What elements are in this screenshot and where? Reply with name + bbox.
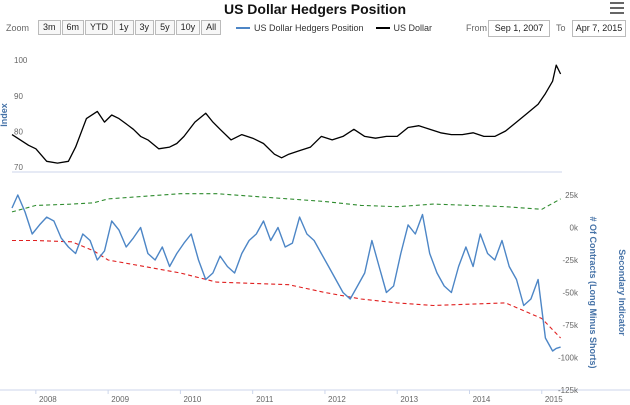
to-label: To bbox=[556, 23, 566, 33]
upper-y-tick-100: 100 bbox=[14, 56, 28, 65]
x-tick-2012: 2012 bbox=[328, 395, 346, 404]
lower-y-tick--25: -25k bbox=[562, 256, 579, 265]
upper-y-axis-title: Index bbox=[0, 103, 9, 127]
lower-y-tick--125: -125k bbox=[558, 386, 579, 395]
legend-swatch-hedgers bbox=[236, 27, 250, 29]
zoom-button-3m[interactable]: 3m bbox=[38, 20, 61, 35]
legend-label-hedgers: US Dollar Hedgers Position bbox=[254, 23, 364, 33]
legend-label-usd: US Dollar bbox=[393, 23, 433, 33]
lower-y-axis-title: # Of Contracts (Long Minus Shorts) bbox=[588, 217, 598, 369]
menu-icon[interactable] bbox=[610, 2, 624, 14]
x-tick-2009: 2009 bbox=[111, 395, 129, 404]
lower-y-tick-25: 25k bbox=[565, 191, 579, 200]
zoom-button-10y[interactable]: 10y bbox=[175, 20, 201, 35]
upper-band-line bbox=[11, 193, 561, 213]
zoom-button-6m[interactable]: 6m bbox=[61, 20, 85, 35]
lower-y-tick--75: -75k bbox=[562, 321, 579, 330]
legend-item-hedgers[interactable]: US Dollar Hedgers Position bbox=[236, 23, 364, 33]
x-tick-2013: 2013 bbox=[400, 395, 418, 404]
lower-y-tick-0: 0k bbox=[570, 224, 579, 233]
legend-swatch-usd bbox=[375, 27, 390, 29]
from-label: From bbox=[466, 23, 487, 33]
zoom-button-ytd[interactable]: YTD bbox=[85, 20, 114, 35]
legend: US Dollar Hedgers Position US Dollar bbox=[236, 23, 444, 33]
upper-y-tick-80: 80 bbox=[14, 127, 23, 136]
legend-item-usd[interactable]: US Dollar bbox=[375, 23, 433, 33]
lower-y-tick--100: -100k bbox=[558, 354, 579, 363]
hedgers-position-line bbox=[11, 194, 561, 352]
x-tick-2015: 2015 bbox=[545, 395, 563, 404]
upper-y-tick-70: 70 bbox=[14, 163, 23, 172]
zoom-button-1y[interactable]: 1y bbox=[114, 20, 134, 35]
secondary-y-axis-title: Secondary Indicator bbox=[617, 249, 627, 336]
x-tick-2008: 2008 bbox=[39, 395, 57, 404]
zoom-label: Zoom bbox=[6, 23, 30, 33]
x-tick-2014: 2014 bbox=[473, 395, 491, 404]
lower-y-tick--50: -50k bbox=[562, 289, 579, 298]
lower-band-line bbox=[12, 239, 561, 339]
us-dollar-line bbox=[11, 64, 562, 164]
chart-title: US Dollar Hedgers Position bbox=[223, 1, 407, 17]
to-date-input[interactable]: Apr 7, 2015 bbox=[572, 20, 626, 37]
zoom-button-5y[interactable]: 5y bbox=[155, 20, 175, 35]
upper-y-tick-90: 90 bbox=[14, 92, 23, 101]
zoom-button-group: 3m 6m YTD 1y 3y 5y 10y All bbox=[38, 20, 222, 35]
zoom-button-3y[interactable]: 3y bbox=[134, 20, 155, 35]
x-tick-2011: 2011 bbox=[256, 395, 274, 404]
from-date-input[interactable]: Sep 1, 2007 bbox=[488, 20, 550, 37]
zoom-button-all[interactable]: All bbox=[201, 20, 222, 35]
x-tick-2010: 2010 bbox=[183, 395, 201, 404]
